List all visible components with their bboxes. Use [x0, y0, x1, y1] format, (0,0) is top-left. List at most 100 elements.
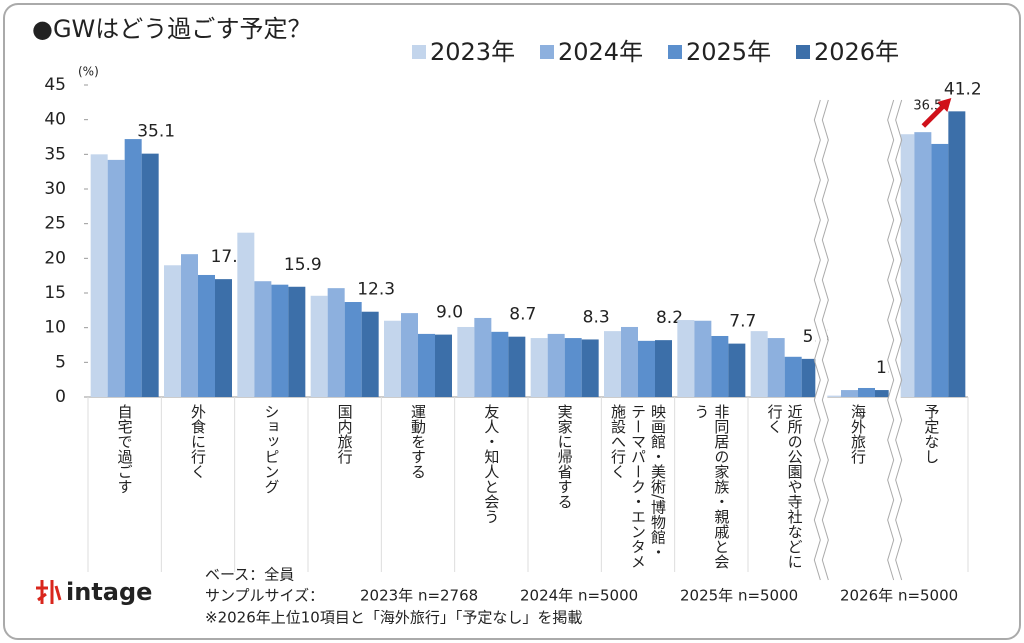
bar	[457, 326, 475, 397]
x-tick-label: 国内旅行	[335, 404, 354, 464]
bar	[824, 395, 841, 397]
bar	[418, 333, 435, 397]
bar	[948, 111, 966, 397]
base-note: ベース：全員	[205, 566, 294, 584]
legend-label: 2026年	[814, 38, 899, 66]
axis-break-line	[887, 99, 895, 581]
legend-swatch	[412, 45, 426, 59]
bar	[361, 311, 379, 397]
bar	[254, 281, 272, 397]
bar	[215, 279, 232, 397]
bar	[801, 358, 819, 397]
y-tick-label: 45	[44, 75, 66, 95]
value-label: 15.9	[284, 255, 322, 275]
bar	[181, 254, 198, 397]
bar	[858, 387, 875, 397]
bar	[474, 317, 492, 397]
legend-label: 2025年	[686, 38, 771, 66]
logo: intage	[66, 578, 152, 606]
y-tick-label: 5	[55, 352, 66, 372]
sample-size: 2026年 n=5000	[840, 587, 958, 605]
bar	[198, 274, 215, 397]
value-label: 7.7	[729, 312, 756, 332]
logo-icon	[36, 580, 62, 604]
footnote: ※2026年上位10項目と「海外旅行」「予定なし」を掲載	[205, 609, 582, 627]
trend-arrow-head	[937, 98, 952, 112]
y-tick-label: 35	[44, 144, 66, 164]
legend-swatch	[540, 45, 554, 59]
x-tick-label: 友人・知人と会う	[482, 404, 501, 524]
bar	[508, 336, 526, 397]
y-tick-label: 30	[44, 179, 66, 199]
bar	[728, 343, 746, 397]
bar	[107, 159, 125, 397]
bar	[767, 338, 785, 397]
y-tick-label: 10	[44, 318, 66, 338]
legend-label: 2023年	[430, 38, 515, 66]
bar	[141, 153, 159, 397]
bar	[384, 320, 401, 397]
axis-break	[888, 100, 901, 590]
x-tick-label: 映画館・美術/博物館・テーマパーク・エンタメ施設へ行く	[609, 404, 667, 569]
y-tick-label: 0	[55, 387, 66, 407]
bar	[310, 295, 328, 397]
bar	[344, 302, 362, 397]
legend-label: 2024年	[558, 38, 643, 66]
bar	[581, 339, 599, 397]
bar	[711, 335, 729, 397]
bar	[237, 232, 255, 397]
bar	[914, 132, 932, 397]
axis-break-line	[813, 99, 821, 581]
x-tick-label: 海外旅行	[849, 404, 867, 464]
bar	[604, 331, 621, 397]
value-label: 12.3	[357, 280, 395, 300]
y-unit: (%)	[78, 65, 99, 79]
value-label: 41.2	[944, 79, 982, 99]
bar	[164, 265, 181, 397]
value-label: 8.2	[656, 308, 683, 328]
axis-break-line	[895, 99, 903, 581]
y-tick-label: 25	[44, 214, 66, 234]
x-tick-label: 非同居の家族・親戚と会う	[692, 404, 731, 569]
chart-title: ●GWはどう過ごす予定？	[32, 15, 312, 43]
x-tick-label: 予定なし	[922, 404, 941, 464]
value-label: 36.5	[913, 98, 942, 113]
bar	[401, 313, 418, 397]
bar	[90, 154, 108, 397]
value-label: 9.0	[436, 303, 463, 323]
bar	[271, 284, 289, 397]
sample-size: 2025年 n=5000	[680, 587, 798, 605]
bar	[655, 340, 672, 397]
bar	[288, 286, 306, 397]
frame	[3, 3, 1021, 640]
value-label: 35.1	[137, 122, 175, 142]
bar	[638, 340, 655, 397]
bar	[564, 338, 582, 397]
bar	[694, 320, 712, 397]
x-tick-label: 運動をする	[409, 404, 427, 479]
bar	[677, 320, 695, 397]
x-tick-label: ショッピング	[262, 404, 281, 494]
bar	[491, 331, 509, 397]
bar	[875, 390, 892, 397]
axis-break	[815, 100, 828, 590]
bar	[621, 326, 638, 397]
legend-swatch	[668, 45, 682, 59]
bar	[897, 134, 915, 397]
legend-swatch	[796, 45, 810, 59]
y-tick-label: 40	[44, 110, 66, 130]
bar	[931, 143, 949, 397]
sample-size: 2023年 n=2768	[360, 587, 478, 605]
x-tick-label: 近所の公園や寺社などに行く	[765, 404, 804, 569]
y-tick-label: 15	[44, 283, 66, 303]
bar	[435, 334, 452, 397]
bar	[124, 139, 142, 397]
value-label: 8.3	[583, 307, 610, 327]
bar	[841, 390, 858, 397]
y-tick-label: 20	[44, 248, 66, 268]
x-tick-label: 自宅で過ごす	[115, 404, 134, 494]
bar	[530, 338, 548, 397]
axis-break-line	[821, 99, 829, 581]
